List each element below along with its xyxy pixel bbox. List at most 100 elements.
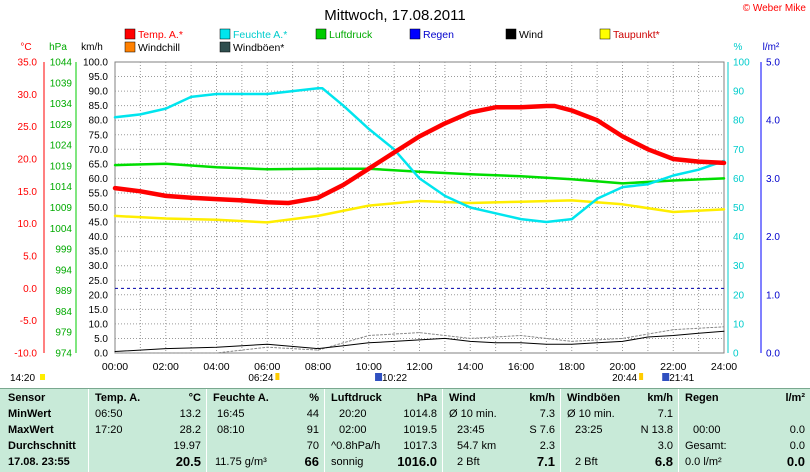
wind-column: Wind km/h Ø 10 min. 7.3 23:45 S 7.6 54.7… [442,389,561,472]
axis-tick-label: 90.0 [89,87,109,98]
moonrise-marker [375,373,383,381]
legend-swatch [124,41,136,53]
axis-tick-label: 10.0 [89,319,109,330]
x-tick-label: 16:00 [508,361,534,373]
legend-label: Wind [519,29,543,41]
axis-ticks: 35.0 30.0 25.0 20.0 15.0 10.0 5.0 0.0 -5.0 -10.0 1… [14,58,780,374]
axis-tick-label: 1009 [50,203,73,214]
axis-tick-label: 5.0 [23,252,37,263]
gust-beaufort: 2 Bft [575,456,598,468]
axis-tick-label: 999 [55,245,72,256]
hum-current: 66 [304,454,319,469]
axis-tick-label: 85.0 [89,101,109,112]
x-tick-label: 06:00 [254,361,280,373]
wind-title: Wind [449,392,476,404]
press-condition: sonnig [331,456,364,468]
hum-avg: 70 [306,440,319,452]
rain-title: Regen [685,392,719,404]
rain-total-label: Gesamt: [685,440,727,452]
axis-tick-label: 10 [733,319,745,330]
rain-max: 0.0 [789,424,805,436]
axis-tick-label: 40.0 [89,232,109,243]
axis-tick-label: 65.0 [89,159,109,170]
x-tick-label: 24:00 [711,361,737,373]
axis-tick-label: 3.0 [766,174,780,185]
hum-min-time: 16:45 [217,408,245,420]
left-time-label: 14:20 [10,373,35,384]
axis-tick-label: 30.0 [89,261,109,272]
axis-tick-label: 1039 [50,78,73,89]
axis-tick-label: 20 [733,290,745,301]
wind-max-time: 23:45 [457,424,485,436]
gust-avg-label: Ø 10 min. [567,408,615,420]
axis-tick-label: 30.0 [18,90,38,101]
axis-tick-label: 15.0 [18,187,38,198]
wind-unit: km/h [529,392,555,404]
credit-label: © Weber Mike [743,3,807,14]
label-current: 17.08. 23:55 [8,456,70,468]
axis-tick-label: 95.0 [89,72,109,83]
axis-tick-label: 100 [733,58,750,69]
hum-title: Feuchte A. [213,392,269,404]
series-line-wind [114,330,725,352]
gust-max-time: 23:25 [575,424,603,436]
axis-tick-label: 5.0 [94,334,108,345]
hum-unit: % [309,392,319,404]
temp-max: 28.2 [179,424,201,436]
axis-tick-label: 974 [55,349,72,360]
sunset-marker-label: 20:44 [612,373,637,384]
temp-min-time: 06:50 [95,408,123,420]
wind-current: 7.1 [536,454,555,469]
axis-unit-humidity: % [734,42,743,53]
gust-avg: 7.1 [657,408,673,420]
press-min: 1014.8 [403,408,437,420]
x-tick-label: 04:00 [203,361,229,373]
axis-tick-label: 0.0 [94,349,108,360]
temp-current: 20.5 [175,454,201,469]
humidity-column: Feuchte A. % 16:45 44 08:10 91 70 11.75 … [206,389,325,472]
temp-unit: °C [188,392,201,404]
chart-legend: Temp. A.* Feuchte A.* Luftdruck Regen Wind Ta… [124,28,660,54]
axis-tick-label: 5.0 [766,58,780,69]
axis-tick-label: 80.0 [89,116,109,127]
legend-swatch [219,41,231,53]
wind-avg: 7.3 [539,408,555,420]
axis-tick-label: 90 [733,87,745,98]
rain-total: 0.0 [789,440,805,452]
pressure-column: Luftdruck hPa 20:20 1014.8 02:00 1019.5 … [324,389,443,472]
wind-daily-avg: 2.3 [539,440,555,452]
legend-label: Windchill [138,42,180,54]
x-tick-label: 14:00 [457,361,483,373]
legend-swatch [315,28,327,40]
axis-tick-label: 1.0 [766,290,780,301]
x-tick-label: 22:00 [660,361,686,373]
legend-label: Temp. A.* [138,29,183,41]
axis-tick-label: -5.0 [20,316,38,327]
axis-tick-label: 50.0 [89,203,109,214]
axis-tick-label: 50 [733,203,745,214]
hum-max-time: 08:10 [217,424,245,436]
legend-label: Taupunkt* [613,29,660,41]
series-line-tempa [112,103,727,206]
hum-absolute: 11.75 g/m³ [215,456,267,468]
axis-tick-label: 25.0 [89,276,109,287]
temp-min: 13.2 [179,408,201,420]
axis-tick-label: 80 [733,116,745,127]
axis-tick-label: 35.0 [89,247,109,258]
legend-label: Regen [423,29,454,41]
gust-daily-avg: 3.0 [657,440,673,452]
legend-swatch [409,28,421,40]
press-min-time: 20:20 [339,408,367,420]
press-max: 1019.5 [403,424,437,436]
legend-swatch [505,28,517,40]
gust-current: 6.8 [654,454,673,469]
axis-tick-label: 100.0 [83,58,108,69]
gust-max: N 13.8 [640,424,673,436]
chart-title: Mittwoch, 17.08.2011 [324,7,465,24]
press-max-time: 02:00 [339,424,367,436]
x-tick-label: 08:00 [305,361,331,373]
moonset-marker-label: 21:41 [669,373,694,384]
series-line-taupunkt [113,199,726,224]
gust-unit: km/h [647,392,673,404]
wind-avg-label: Ø 10 min. [449,408,497,420]
